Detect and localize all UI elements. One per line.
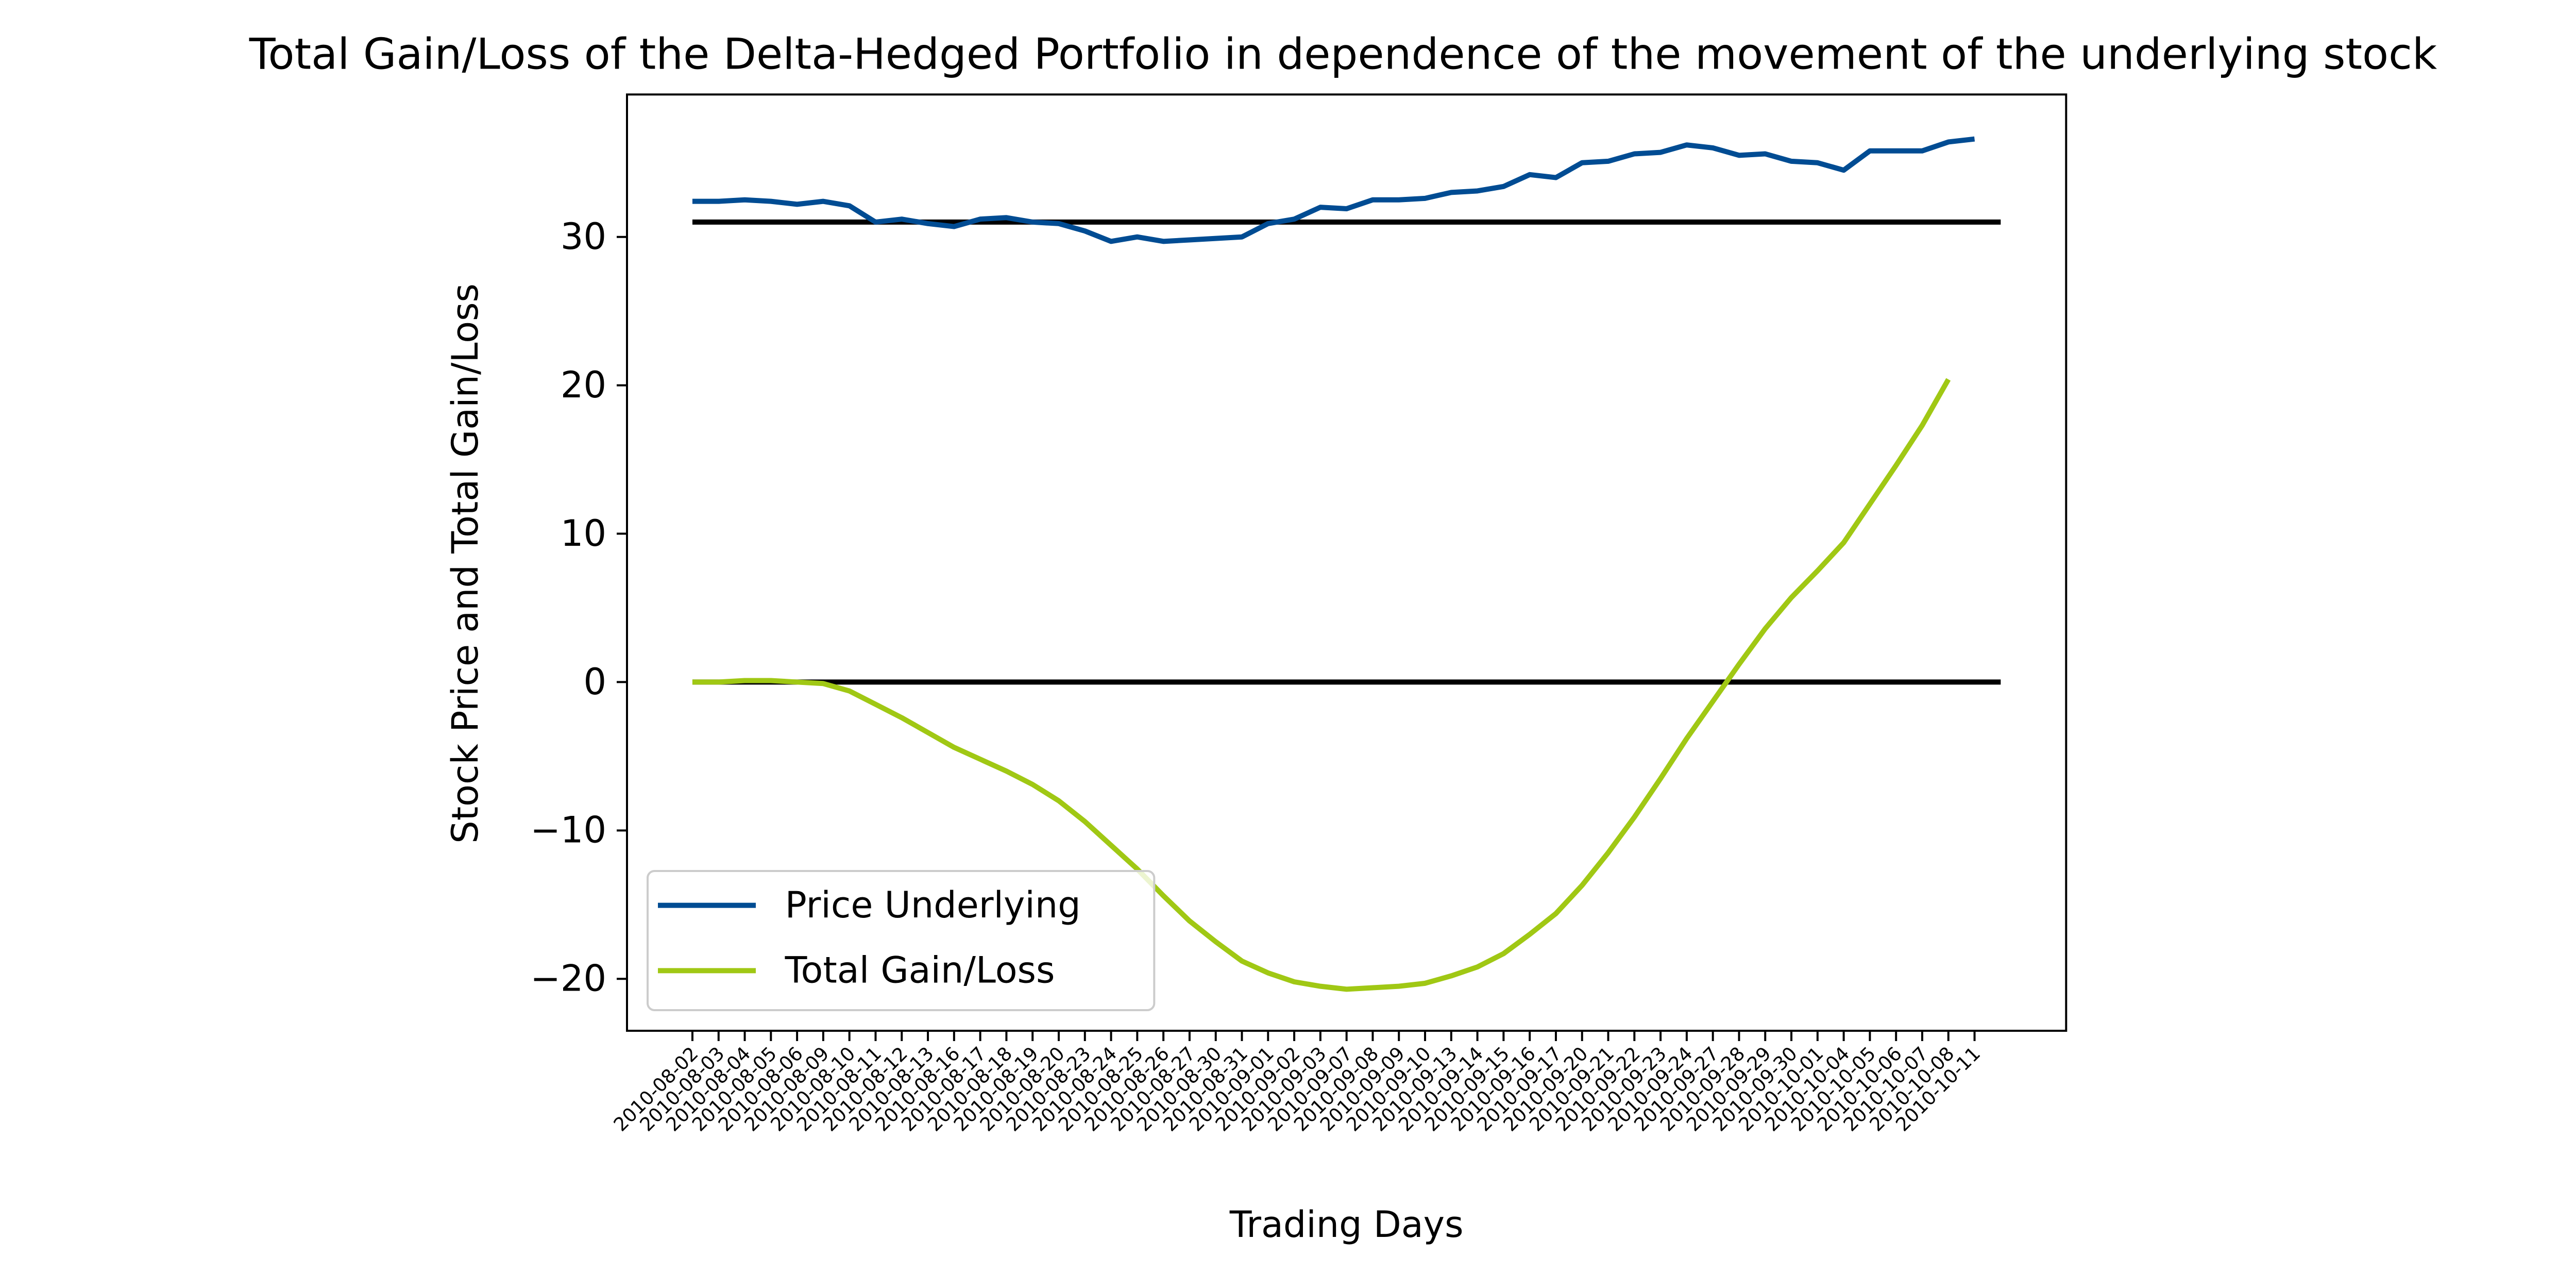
y-tick-label: 20 xyxy=(561,364,606,406)
y-tick-label: 0 xyxy=(583,661,606,703)
y-tick-label: 10 xyxy=(561,512,606,555)
y-tick-label: 30 xyxy=(561,215,606,258)
legend-box xyxy=(647,870,1156,1011)
legend-label: Total Gain/Loss xyxy=(785,949,1055,992)
x-axis-label: Trading Days xyxy=(1229,1203,1464,1246)
legend-label: Price Underlying xyxy=(785,884,1081,926)
line-series xyxy=(692,378,1951,992)
chart-title: Total Gain/Loss of the Delta-Hedged Port… xyxy=(249,29,2437,79)
y-axis-label: Stock Price and Total Gain/Loss xyxy=(444,283,486,844)
y-tick-label: −10 xyxy=(530,809,606,851)
y-tick-label: −20 xyxy=(530,958,606,1000)
legend: Price Underlying Total Gain/Loss xyxy=(647,870,1156,1011)
line-series xyxy=(692,136,1975,244)
plot-frame xyxy=(626,93,2067,1032)
